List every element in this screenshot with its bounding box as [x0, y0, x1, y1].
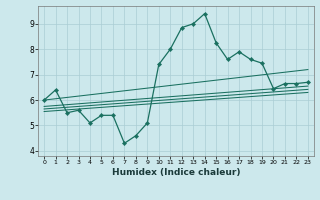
X-axis label: Humidex (Indice chaleur): Humidex (Indice chaleur) [112, 168, 240, 177]
